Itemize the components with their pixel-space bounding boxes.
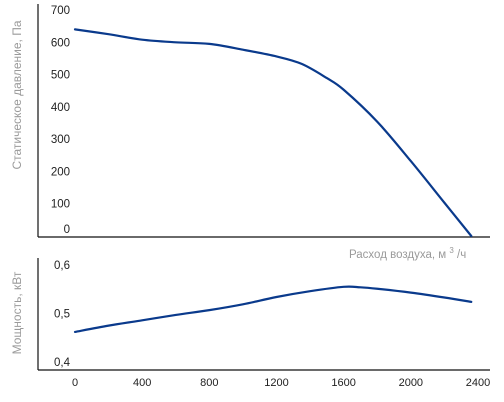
pressure-y-tick-label: 700 [51,5,70,17]
pressure-panel: 700 600 500 400 300 200 100 0 Статическое давле… [10,4,490,261]
pressure-y-tick-label: 500 [51,70,70,82]
airflow-unit-superscript: 3 [449,246,454,255]
pressure-y-tick-label: 400 [51,102,70,114]
pressure-y-axis-label: Статическое давление, Па [10,20,24,169]
power-y-axis-label: Мощность, кВт [10,271,24,354]
airflow-x-tick-label: 2400 [466,377,490,389]
airflow-x-tick-label: 0 [72,377,78,389]
pressure-curve [73,28,473,238]
power-y-tick-label: 0,4 [54,357,71,369]
power-y-tick-label: 0,5 [54,309,70,321]
airflow-unit-per-hour: /ч [457,249,466,261]
pressure-y-tick-label: 100 [51,199,70,211]
airflow-x-tick-label: 1600 [331,377,355,389]
pressure-y-tick-label: 200 [51,166,70,178]
airflow-x-axis-label: Расход воздуха, м 3 /ч [349,244,466,261]
pressure-y-tick-label: 300 [51,134,70,146]
airflow-x-tick-label: 2000 [399,377,423,389]
power-y-tick-label: 0,6 [54,260,70,272]
power-curve [73,285,473,334]
pressure-y-tick-label: 0 [64,224,70,236]
airflow-label-text: Расход воздуха, м [349,249,446,261]
airflow-x-tick-label: 800 [200,377,218,389]
airflow-x-tick-label: 1200 [264,377,288,389]
airflow-x-tick-label: 400 [133,377,151,389]
pressure-y-tick-label: 600 [51,37,70,49]
power-panel: 0,6 0,5 0,4 0 400 800 1200 1600 2000 2400 Мощнос… [10,258,490,389]
